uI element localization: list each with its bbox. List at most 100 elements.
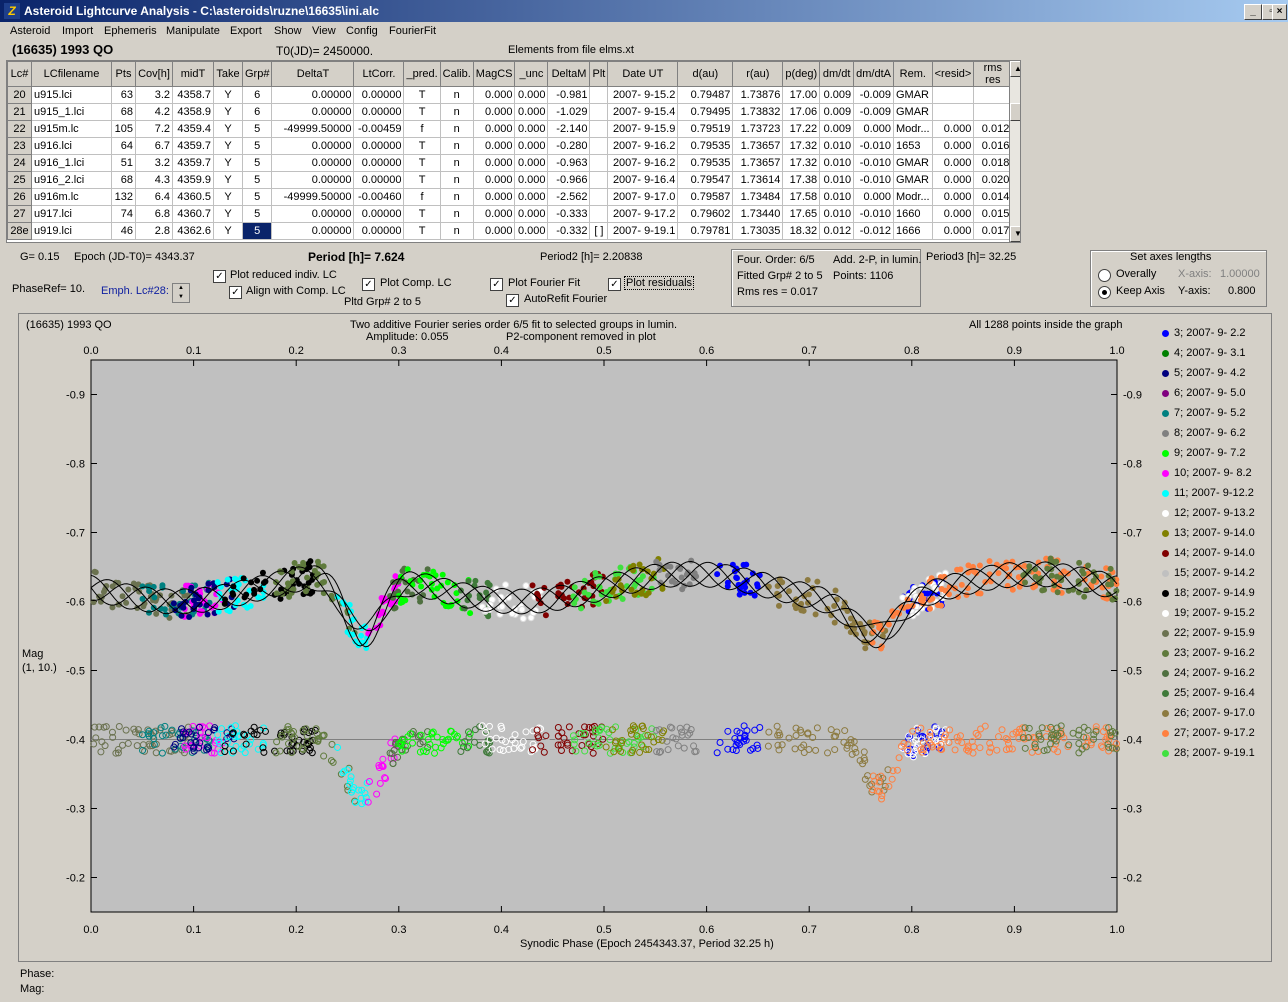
menu-import[interactable]: Import [62,25,94,37]
yaxis-value[interactable]: 0.800 [1228,285,1256,297]
table-cell[interactable]: 4362.6 [172,222,214,240]
column-header[interactable]: LCfilename [31,61,112,87]
table-cell[interactable]: 1.73614 [732,171,784,189]
spin-down-icon[interactable]: ▼ [178,294,184,300]
column-header[interactable]: _pred. [403,61,441,87]
table-cell[interactable]: n [439,205,474,223]
table-cell[interactable]: u919.lci [31,222,112,240]
table-cell[interactable]: 0.014 [973,188,1013,206]
table-cell[interactable]: GMAR [892,154,933,172]
table-cell[interactable]: 0.000 [472,137,516,155]
row-header[interactable]: 20 [7,86,32,104]
table-cell[interactable]: 0.00000 [353,171,405,189]
row-header[interactable]: 27 [7,205,32,223]
table-cell[interactable]: -0.010 [853,205,894,223]
column-header[interactable]: Rem. [892,61,933,87]
table-cell[interactable]: 63 [111,86,136,104]
column-header[interactable]: d(au) [677,61,734,87]
menu-fourierfit[interactable]: FourierFit [389,25,437,37]
table-cell[interactable]: u916m.lc [31,188,112,206]
table-cell[interactable]: u915_1.lci [31,103,112,121]
column-header[interactable]: DeltaT [271,61,355,87]
lightcurve-table[interactable]: Lc# LCfilename Pts Cov[h] midT Take Grp# DeltaT… [6,60,1021,243]
table-cell[interactable]: 0.000 [931,222,975,240]
table-cell[interactable]: 5 [241,222,273,240]
table-cell[interactable]: 6.7 [135,137,173,155]
table-cell[interactable]: 0.010 [819,154,855,172]
table-cell[interactable]: GMAR [892,103,933,121]
column-header[interactable]: Lc# [7,61,32,87]
table-cell[interactable]: 6.4 [135,188,173,206]
table-cell[interactable]: GMAR [892,171,933,189]
table-cell[interactable]: 0.000 [514,222,549,240]
menu-config[interactable]: Config [346,25,378,37]
column-header[interactable]: DeltaM [547,61,591,87]
emph-spin-button[interactable]: ▲ ▼ [172,283,190,303]
column-header[interactable]: Plt [589,61,609,87]
table-cell[interactable]: Y [213,222,243,240]
menu-asteroid[interactable]: Asteroid [10,25,51,37]
keep-axis-radio[interactable] [1098,286,1111,299]
plot-residuals-checkbox[interactable]: ✓ [608,278,621,291]
table-cell[interactable]: 68 [111,171,136,189]
table-cell[interactable]: 0.000 [514,120,549,138]
table-cell[interactable]: 0.000 [931,154,975,172]
table-cell[interactable]: u916.lci [31,137,112,155]
minimize-icon[interactable]: _ [1244,4,1262,20]
table-cell[interactable]: -0.010 [853,137,894,155]
align-comp-checkbox[interactable]: ✓ [229,286,242,299]
overally-radio[interactable] [1098,269,1111,282]
table-row[interactable]: 25 u916_2.lci 68 4.3 4359.9 Y 5 0.00000 0.00000 T… [7,171,1013,189]
scroll-thumb[interactable] [1010,103,1020,121]
table-cell[interactable]: 1.73832 [732,103,784,121]
spin-up-icon[interactable]: ▲ [178,285,184,291]
table-cell[interactable]: 0.79781 [677,222,734,240]
table-cell[interactable]: 2007- 9-17.2 [607,205,679,223]
xaxis-value[interactable]: 1.00000 [1220,268,1260,280]
column-header[interactable]: dm/dt [819,61,855,87]
table-cell[interactable]: 4.3 [135,171,173,189]
column-header[interactable]: p(deg) [782,61,821,87]
table-cell[interactable]: 0.79535 [677,137,734,155]
table-cell[interactable]: 0.000 [931,205,975,223]
table-cell[interactable]: 2007- 9-15.2 [607,86,679,104]
table-cell[interactable]: -0.012 [853,222,894,240]
menu-manipulate[interactable]: Manipulate [166,25,220,37]
row-header[interactable]: 21 [7,103,32,121]
menu-view[interactable]: View [312,25,336,37]
table-cell[interactable]: 17.00 [782,86,821,104]
table-cell[interactable]: -0.010 [853,171,894,189]
column-header[interactable]: dm/dtA [853,61,894,87]
table-cell[interactable]: 6 [241,86,273,104]
table-cell[interactable]: 0.00000 [271,205,355,223]
table-cell[interactable]: n [439,188,474,206]
table-cell[interactable]: 0.009 [819,120,855,138]
column-header[interactable]: _unc [514,61,549,87]
row-header[interactable]: 23 [7,137,32,155]
table-cell[interactable]: 4360.5 [172,188,214,206]
scroll-up-icon[interactable]: ▲ [1010,61,1020,77]
table-cell[interactable]: T [403,222,441,240]
menu-ephemeris[interactable]: Ephemeris [104,25,157,37]
table-cell[interactable]: 46 [111,222,136,240]
table-cell[interactable]: 0.009 [819,86,855,104]
autorefit-checkbox[interactable]: ✓ [506,294,519,307]
row-header[interactable]: 25 [7,171,32,189]
table-cell[interactable]: 0.015 [973,205,1013,223]
table-cell[interactable]: 4360.7 [172,205,214,223]
column-header[interactable]: Grp# [241,61,273,87]
table-cell[interactable]: 0.012 [819,222,855,240]
table-cell[interactable]: 0.016 [973,137,1013,155]
table-cell[interactable]: 0.00000 [353,103,405,121]
close-icon[interactable]: × [1272,4,1287,20]
table-cell[interactable]: -0.333 [547,205,591,223]
scroll-down-icon[interactable]: ▼ [1010,226,1020,242]
table-cell[interactable]: 17.65 [782,205,821,223]
table-cell[interactable]: 0.00000 [271,171,355,189]
table-cell[interactable]: -2.140 [547,120,591,138]
table-cell[interactable]: 0.010 [819,137,855,155]
table-cell[interactable]: 0.000 [472,222,516,240]
table-cell[interactable]: Modr... [892,120,933,138]
